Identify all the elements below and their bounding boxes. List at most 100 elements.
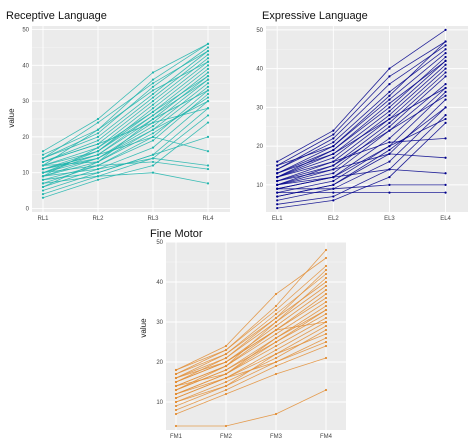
data-point (96, 160, 100, 164)
data-point (96, 153, 100, 156)
data-point (444, 83, 447, 86)
data-point (224, 356, 228, 360)
y-axis-label: value (7, 108, 16, 128)
data-point (332, 133, 335, 136)
data-point (332, 199, 335, 202)
series-line (277, 118, 446, 190)
data-point (388, 137, 391, 140)
series-line (175, 269, 327, 383)
data-point (332, 172, 335, 175)
data-point (274, 332, 278, 336)
data-point (276, 195, 279, 198)
data-point (41, 160, 45, 164)
data-point (388, 110, 391, 113)
data-point (41, 153, 45, 156)
data-point (388, 160, 391, 163)
series-line (42, 97, 209, 188)
data-point (224, 424, 228, 428)
data-point (206, 167, 210, 171)
series-line (277, 107, 446, 197)
data-point (332, 183, 335, 186)
data-point (274, 328, 278, 332)
data-point (96, 132, 100, 135)
data-point (388, 90, 391, 93)
data-point (388, 191, 391, 194)
x-tick-label: EL3 (384, 216, 395, 222)
data-point (444, 28, 447, 31)
series-line (277, 107, 446, 201)
data-point (332, 179, 335, 183)
data-point (332, 148, 335, 152)
data-point (276, 168, 279, 171)
series-line (176, 389, 327, 427)
data-point (206, 92, 210, 96)
data-point (332, 152, 335, 155)
data-point (151, 89, 155, 92)
data-point (388, 114, 391, 117)
series-line (277, 52, 446, 174)
data-point (444, 44, 447, 47)
y-axis-label: value (139, 318, 148, 338)
data-point (276, 160, 279, 163)
data-point (174, 368, 178, 372)
data-point (276, 207, 279, 210)
data-point (444, 156, 447, 159)
series-line (175, 333, 327, 403)
data-point (96, 128, 100, 131)
data-point (151, 128, 155, 131)
data-point (324, 344, 328, 348)
data-point (274, 308, 278, 312)
data-point (151, 92, 155, 96)
data-point (332, 145, 335, 148)
data-point (444, 40, 447, 43)
data-point (174, 412, 178, 416)
data-point (324, 268, 328, 272)
data-point (96, 175, 100, 178)
data-point (206, 78, 210, 81)
data-point (174, 396, 178, 400)
y-tick-label: 50 (256, 28, 263, 34)
data-point (332, 137, 335, 140)
data-point (174, 424, 178, 428)
data-point (324, 304, 328, 308)
series-line (42, 172, 209, 184)
data-point (96, 135, 100, 138)
data-point (444, 114, 447, 117)
data-point (444, 172, 447, 175)
data-point (276, 187, 279, 190)
data-point (276, 172, 279, 175)
data-point (41, 193, 45, 196)
data-point (96, 150, 100, 153)
data-point (332, 141, 335, 144)
data-point (41, 178, 45, 181)
series-line (42, 43, 209, 156)
data-point (96, 146, 100, 149)
series-line (277, 95, 446, 186)
data-point (96, 139, 100, 142)
data-point (324, 248, 328, 252)
data-point (388, 67, 391, 70)
data-point (224, 384, 228, 388)
data-point (332, 195, 335, 198)
series-line (42, 75, 209, 177)
data-point (444, 75, 447, 78)
data-point (151, 139, 155, 142)
data-point (206, 53, 210, 56)
data-point (388, 98, 391, 101)
data-point (444, 48, 447, 51)
data-point (324, 296, 328, 300)
series-line (277, 114, 446, 205)
data-point (174, 376, 178, 380)
data-point (444, 137, 447, 140)
data-point (224, 388, 228, 392)
data-point (224, 376, 228, 380)
data-point (388, 176, 391, 179)
data-point (224, 348, 228, 352)
data-point (41, 157, 45, 160)
data-point (224, 360, 228, 364)
data-point (174, 408, 178, 412)
data-point (276, 203, 279, 206)
data-point (444, 86, 447, 90)
data-point (388, 121, 391, 124)
